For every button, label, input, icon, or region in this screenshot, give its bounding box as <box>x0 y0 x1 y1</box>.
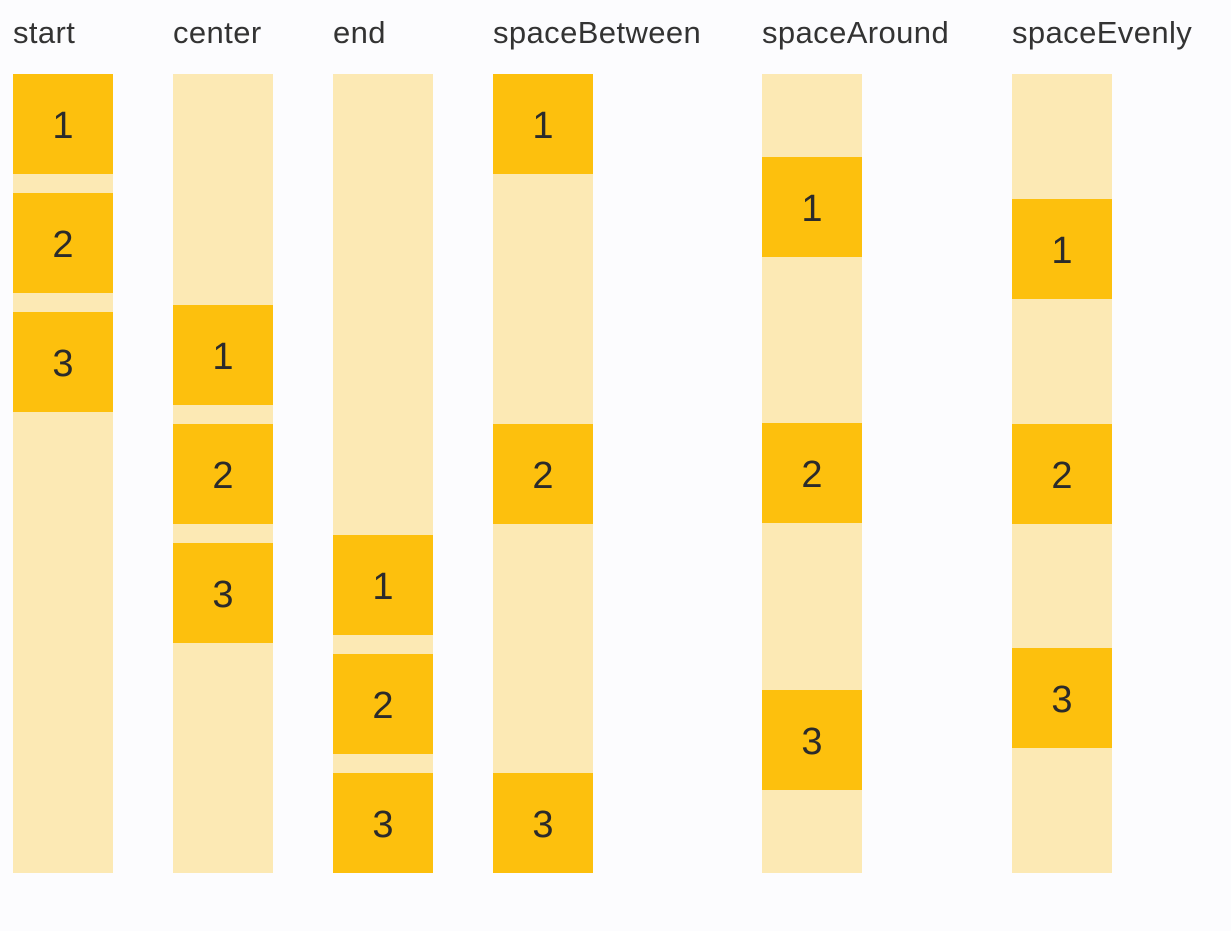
flex-item-number: 2 <box>801 454 823 497</box>
flex-item-box: 3 <box>493 773 593 873</box>
column-label: spaceAround <box>762 15 950 50</box>
column-label: spaceBetween <box>493 15 702 50</box>
flex-item-box: 2 <box>333 654 433 754</box>
flex-item-number: 2 <box>212 454 234 497</box>
flex-item-number: 2 <box>372 685 394 727</box>
flex-item-box: 1 <box>13 74 113 174</box>
column-track-spaceBetween: 1 2 3 <box>493 74 593 873</box>
flex-item-box: 2 <box>762 423 862 524</box>
flex-item-box: 3 <box>333 773 433 873</box>
flex-item-number: 1 <box>212 335 234 378</box>
flex-item-number: 1 <box>1051 229 1073 272</box>
flex-item-box: 2 <box>173 423 273 524</box>
column-track-spaceEvenly: 1 2 3 <box>1012 74 1112 873</box>
column-track-center: 1 2 3 <box>173 74 273 873</box>
flex-item-box: 2 <box>1012 423 1112 524</box>
flex-item-number: 1 <box>801 188 823 231</box>
flex-item-box: 1 <box>1012 198 1112 299</box>
flex-item-box: 3 <box>173 542 273 643</box>
column-track-end: 1 2 3 <box>333 74 433 873</box>
flex-item-box: 1 <box>493 74 593 174</box>
column-track-spaceAround: 1 2 3 <box>762 74 862 873</box>
flex-item-box: 1 <box>173 304 273 405</box>
flex-item-box: 1 <box>762 157 862 258</box>
flex-item-number: 1 <box>52 105 74 147</box>
column-label: center <box>173 15 262 50</box>
flex-item-box: 2 <box>13 193 113 293</box>
column-label: end <box>333 15 386 50</box>
flex-item-number: 3 <box>212 573 234 616</box>
flex-item-box: 3 <box>13 312 113 412</box>
flex-item-number: 3 <box>532 804 554 846</box>
flex-item-number: 3 <box>52 343 74 385</box>
column-track-start: 1 2 3 <box>13 74 113 873</box>
flex-item-number: 2 <box>532 454 554 497</box>
flex-item-number: 1 <box>532 105 554 147</box>
flex-item-number: 1 <box>372 566 394 608</box>
flex-item-number: 2 <box>52 224 74 266</box>
flex-item-box: 2 <box>493 423 593 524</box>
column-label: spaceEvenly <box>1012 15 1193 50</box>
flex-item-box: 1 <box>333 535 433 635</box>
flex-item-number: 3 <box>372 804 394 846</box>
flex-item-number: 2 <box>1051 454 1073 497</box>
flex-item-box: 3 <box>762 689 862 790</box>
flex-item-number: 3 <box>801 720 823 763</box>
column-label: start <box>13 15 76 50</box>
flex-item-box: 3 <box>1012 648 1112 749</box>
flex-item-number: 3 <box>1051 679 1073 722</box>
